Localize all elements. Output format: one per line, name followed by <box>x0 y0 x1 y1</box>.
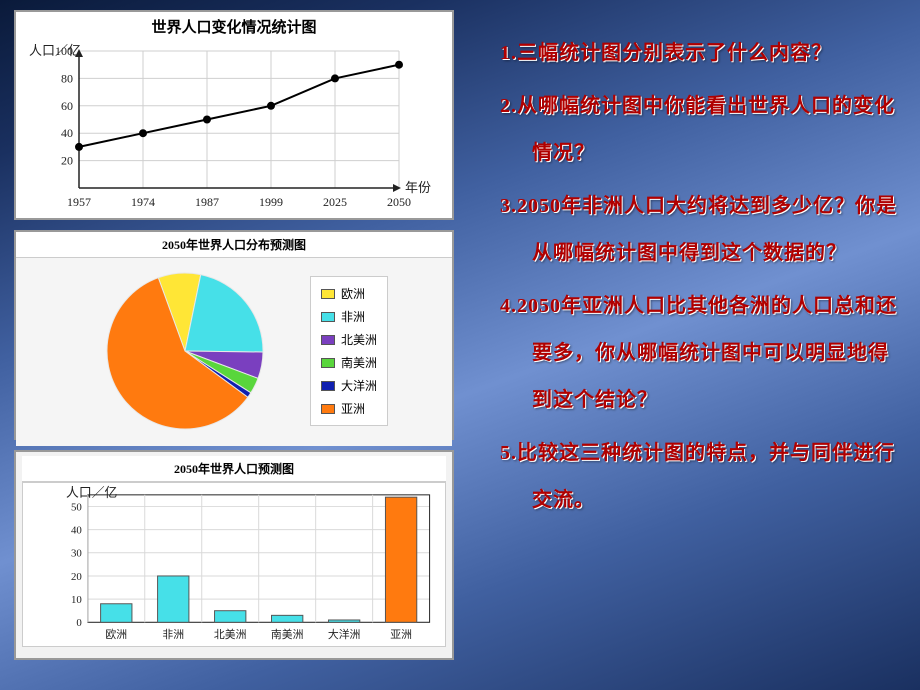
line-chart-card: 世界人口变化情况统计图 20406080100人口／亿年份19571974198… <box>14 10 454 220</box>
legend-label: 大洋洲 <box>341 377 377 394</box>
question-5: 5.比较这三种统计图的特点，并与同伴进行交流。 <box>500 430 900 524</box>
legend-swatch <box>321 381 335 391</box>
svg-text:40: 40 <box>71 525 82 537</box>
svg-text:2025: 2025 <box>323 195 347 209</box>
bar-chart-inner: 2050年世界人口预测图 人口／亿 0 10 20 30 40 50 欧洲 非洲 北美洲 南美洲 大洋… <box>16 452 452 658</box>
legend-swatch <box>321 358 335 368</box>
svg-text:1999: 1999 <box>259 195 283 209</box>
question-4: 4.2050年亚洲人口比其他各洲的人口总和还要多，你从哪幅统计图中可以明显地得到… <box>500 283 900 424</box>
svg-text:50: 50 <box>71 501 82 513</box>
legend-swatch <box>321 404 335 414</box>
question-2: 2.从哪幅统计图中你能看出世界人口的变化情况？ <box>500 83 900 177</box>
legend-swatch <box>321 289 335 299</box>
legend-item: 欧洲 <box>321 285 377 302</box>
svg-text:北美洲: 北美洲 <box>214 628 247 641</box>
legend-label: 非洲 <box>341 308 365 325</box>
svg-text:1987: 1987 <box>195 195 219 209</box>
legend-item: 大洋洲 <box>321 377 377 394</box>
svg-text:60: 60 <box>61 99 73 113</box>
legend-label: 亚洲 <box>341 400 365 417</box>
svg-text:1974: 1974 <box>131 195 155 209</box>
bar-chart-card: 2050年世界人口预测图 人口／亿 0 10 20 30 40 50 欧洲 非洲 北美洲 南美洲 大洋… <box>14 450 454 660</box>
legend-item: 亚洲 <box>321 400 377 417</box>
line-chart-title: 世界人口变化情况统计图 <box>16 12 452 41</box>
line-chart: 20406080100人口／亿年份19571974198719992025205… <box>16 41 452 216</box>
svg-text:非洲: 非洲 <box>162 628 184 641</box>
question-1: 1.三幅统计图分别表示了什么内容？ <box>500 30 900 77</box>
legend-item: 非洲 <box>321 308 377 325</box>
svg-text:80: 80 <box>61 71 73 85</box>
svg-text:30: 30 <box>71 548 82 560</box>
svg-text:欧洲: 欧洲 <box>105 628 127 641</box>
questions-block: 1.三幅统计图分别表示了什么内容？ 2.从哪幅统计图中你能看出世界人口的变化情况… <box>500 30 900 530</box>
charts-column: 世界人口变化情况统计图 20406080100人口／亿年份19571974198… <box>14 10 454 670</box>
svg-text:年份: 年份 <box>405 180 431 195</box>
legend-label: 南美洲 <box>341 354 377 371</box>
svg-text:20: 20 <box>71 571 82 583</box>
question-3: 3.2050年非洲人口大约将达到多少亿？你是从哪幅统计图中得到这个数据的？ <box>500 183 900 277</box>
svg-text:10: 10 <box>71 594 82 606</box>
svg-text:大洋洲: 大洋洲 <box>328 627 361 641</box>
pie-chart-card: 2050年世界人口分布预测图 欧洲非洲北美洲南美洲大洋洲亚洲 <box>14 230 454 440</box>
pie-chart-inner: 欧洲非洲北美洲南美洲大洋洲亚洲 <box>16 258 452 446</box>
legend-label: 欧洲 <box>341 285 365 302</box>
legend-label: 北美洲 <box>341 331 377 348</box>
svg-text:1957: 1957 <box>67 195 91 209</box>
svg-text:2050: 2050 <box>387 195 411 209</box>
pie-legend: 欧洲非洲北美洲南美洲大洋洲亚洲 <box>310 276 388 426</box>
svg-text:40: 40 <box>61 126 73 140</box>
svg-text:20: 20 <box>61 154 73 168</box>
svg-text:0: 0 <box>76 617 82 629</box>
bar-chart-title: 2050年世界人口预测图 <box>22 456 446 482</box>
svg-text:人口／亿: 人口／亿 <box>29 43 81 58</box>
legend-item: 南美洲 <box>321 354 377 371</box>
pie-chart-title: 2050年世界人口分布预测图 <box>16 232 452 258</box>
svg-text:南美洲: 南美洲 <box>271 628 304 641</box>
svg-text:人口／亿: 人口／亿 <box>66 486 117 500</box>
svg-text:亚洲: 亚洲 <box>390 629 412 641</box>
legend-item: 北美洲 <box>321 331 377 348</box>
legend-swatch <box>321 335 335 345</box>
pie-chart <box>80 266 290 436</box>
bar-chart: 人口／亿 0 10 20 30 40 50 欧洲 非洲 北美洲 南美洲 大洋洲 亚洲 <box>22 482 446 647</box>
legend-swatch <box>321 312 335 322</box>
